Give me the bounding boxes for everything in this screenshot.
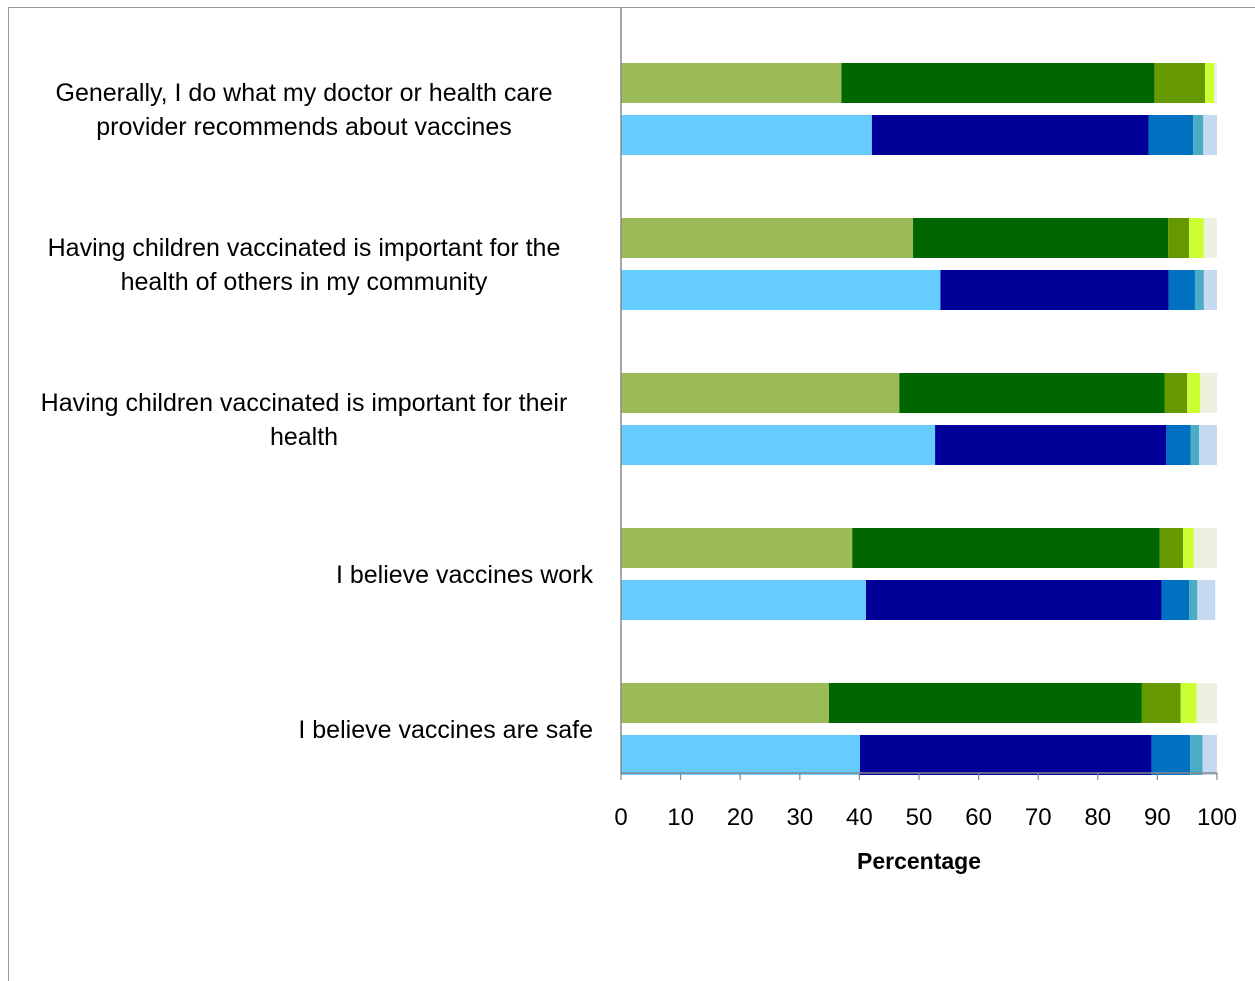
x-tick-label-4: 40 (846, 804, 873, 831)
axes-layer: 0 10 20 30 40 50 60 70 80 90 100 (614, 8, 1237, 831)
bar-segment-c0-g0-s3 (1205, 63, 1215, 103)
category-label-3-line-0: I believe vaccines work (336, 561, 594, 589)
bar-segment-c2-g0-s2 (1164, 373, 1188, 413)
bar-segment-c3-g1-s0 (621, 580, 866, 620)
x-tick-label-5: 50 (906, 804, 933, 831)
bar-segment-c4-g1-s0 (621, 735, 860, 775)
bar-segment-c3-g0-s3 (1183, 528, 1194, 568)
bar-segment-c3-g1-s3 (1188, 580, 1198, 620)
category-label-0-line-1: provider recommends about vaccines (96, 113, 511, 141)
bar-segment-c2-g0-s0 (621, 373, 900, 413)
bar-segment-c1-g0-s3 (1188, 218, 1204, 258)
bar-segment-c0-g1-s1 (871, 115, 1149, 155)
category-label-1-line-1: health of others in my community (121, 268, 488, 296)
bar-segment-c3-g0-s1 (852, 528, 1160, 568)
bar-segment-c2-g1-s2 (1166, 425, 1191, 465)
bar-segment-c4-g1-s2 (1151, 735, 1191, 775)
bar-segment-c4-g0-s0 (621, 683, 829, 723)
bar-segment-c4-g1-s1 (860, 735, 1152, 775)
bar-segment-c1-g0-s4 (1203, 218, 1217, 258)
bar-segment-c1-g0-s0 (621, 218, 914, 258)
frame-top-border (8, 7, 1255, 8)
bar-segment-c4-g1-s4 (1202, 735, 1217, 775)
bar-segment-c2-g1-s1 (935, 425, 1167, 465)
bar-segment-c2-g0-s4 (1200, 373, 1217, 413)
bar-segment-c0-g1-s0 (621, 115, 872, 155)
bar-segment-c3-g0-s0 (621, 528, 853, 568)
bar-segment-c4-g0-s2 (1141, 683, 1181, 723)
bar-segment-c2-g0-s1 (899, 373, 1165, 413)
frame-left-border (8, 7, 9, 981)
bars-layer (621, 63, 1217, 775)
bar-segment-c4-g0-s4 (1196, 683, 1217, 723)
x-tick-label-2: 20 (727, 804, 754, 831)
bar-segment-c1-g0-s2 (1168, 218, 1189, 258)
bar-segment-c3-g0-s4 (1193, 528, 1217, 568)
x-axis-title: Percentage (857, 848, 981, 874)
x-tick-label-6: 60 (965, 804, 992, 831)
category-labels-layer: Generally, I do what my doctor or health… (41, 79, 594, 744)
bar-segment-c1-g1-s2 (1168, 270, 1195, 310)
bar-segment-c0-g1-s2 (1148, 115, 1194, 155)
category-label-1-line-0: Having children vaccinated is important … (48, 234, 561, 262)
bar-segment-c0-g1-s4 (1203, 115, 1217, 155)
x-tick-label-8: 80 (1084, 804, 1111, 831)
bar-segment-c0-g0-s0 (621, 63, 842, 103)
x-tick-label-1: 10 (667, 804, 694, 831)
bar-segment-c0-g0-s1 (841, 63, 1155, 103)
bar-segment-c1-g1-s0 (621, 270, 941, 310)
x-tick-label-3: 30 (786, 804, 813, 831)
bar-segment-c2-g1-s3 (1190, 425, 1200, 465)
bar-segment-c3-g1-s1 (865, 580, 1162, 620)
bar-segment-c2-g1-s0 (621, 425, 936, 465)
bar-segment-c1-g1-s4 (1203, 270, 1217, 310)
bar-segment-c1-g1-s1 (940, 270, 1169, 310)
x-tick-label-0: 0 (614, 804, 627, 831)
category-label-2-line-1: health (270, 423, 338, 451)
x-tick-label-10: 100 (1197, 804, 1237, 831)
category-label-2-line-0: Having children vaccinated is important … (41, 389, 568, 417)
x-tick-label-9: 90 (1144, 804, 1171, 831)
bar-segment-c1-g0-s1 (913, 218, 1169, 258)
bar-segment-c0-g0-s2 (1154, 63, 1206, 103)
bar-segment-c4-g0-s1 (829, 683, 1142, 723)
bar-segment-c0-g1-s3 (1193, 115, 1204, 155)
bar-segment-c3-g1-s2 (1161, 580, 1189, 620)
category-label-4-line-0: I believe vaccines are safe (298, 716, 593, 744)
bar-segment-c3-g0-s2 (1159, 528, 1184, 568)
bar-segment-c4-g0-s3 (1180, 683, 1197, 723)
bar-segment-c2-g0-s3 (1187, 373, 1201, 413)
bar-segment-c0-g0-s4 (1214, 63, 1217, 103)
x-tick-label-7: 70 (1025, 804, 1052, 831)
bar-segment-c2-g1-s4 (1199, 425, 1217, 465)
bar-segment-c3-g1-s4 (1197, 580, 1216, 620)
bar-segment-c1-g1-s3 (1194, 270, 1204, 310)
bar-segment-c4-g1-s3 (1190, 735, 1203, 775)
category-label-0-line-0: Generally, I do what my doctor or health… (56, 79, 553, 107)
